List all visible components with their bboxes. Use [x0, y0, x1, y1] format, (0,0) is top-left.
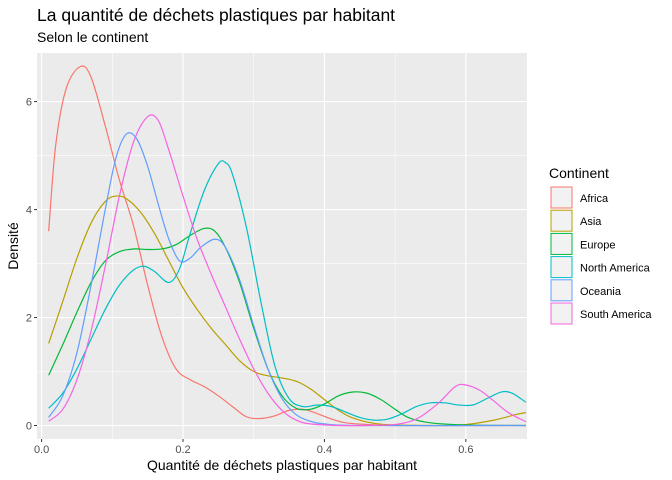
legend-key-africa — [550, 186, 573, 209]
y-tick-label: 2 — [26, 313, 32, 325]
x-tick-label: 0.4 — [317, 444, 332, 456]
y-axis-title: Densité — [5, 222, 21, 270]
y-axis: 0 2 4 6 — [26, 97, 37, 433]
density-line-oceania — [48, 132, 526, 427]
legend-label-europe: Europe — [580, 239, 615, 251]
legend-key-south-america — [550, 302, 573, 325]
series-lines — [48, 65, 527, 427]
legend-title: Continent — [549, 165, 609, 181]
density-line-north-america — [48, 160, 527, 421]
plot-panel — [37, 53, 527, 439]
x-tick-label: 0.0 — [34, 444, 49, 456]
legend-label-oceania: Oceania — [580, 286, 622, 298]
legend-label-north-america: North America — [580, 263, 651, 275]
legend: Continent Africa Asia Europe North America O… — [549, 165, 652, 325]
density-line-europe — [48, 227, 526, 427]
y-tick-label: 4 — [26, 205, 32, 217]
legend-key-asia — [550, 209, 573, 232]
legend-label-south-america: South America — [580, 309, 652, 321]
chart-title: La quantité de déchets plastiques par ha… — [37, 5, 395, 25]
legend-items: Africa Asia Europe North America Oceania Sout… — [550, 186, 652, 325]
density-line-south-america — [48, 114, 527, 427]
x-tick-label: 0.6 — [458, 444, 473, 456]
legend-key-europe — [550, 232, 573, 255]
chart-subtitle: Selon le continent — [37, 29, 148, 45]
density-line-africa — [48, 65, 526, 427]
x-tick-label: 0.2 — [175, 444, 190, 456]
grid-minor — [37, 53, 527, 439]
legend-key-oceania — [550, 279, 573, 302]
legend-label-africa: Africa — [580, 193, 609, 205]
y-tick-label: 6 — [26, 97, 32, 109]
legend-key-north-america — [550, 256, 573, 279]
grid-major — [37, 53, 527, 439]
x-axis-title: Quantité de déchets plastiques par habit… — [147, 457, 417, 473]
y-tick-label: 0 — [26, 421, 32, 433]
x-axis: 0.0 0.2 0.4 0.6 — [34, 439, 473, 456]
legend-label-asia: Asia — [580, 216, 602, 228]
